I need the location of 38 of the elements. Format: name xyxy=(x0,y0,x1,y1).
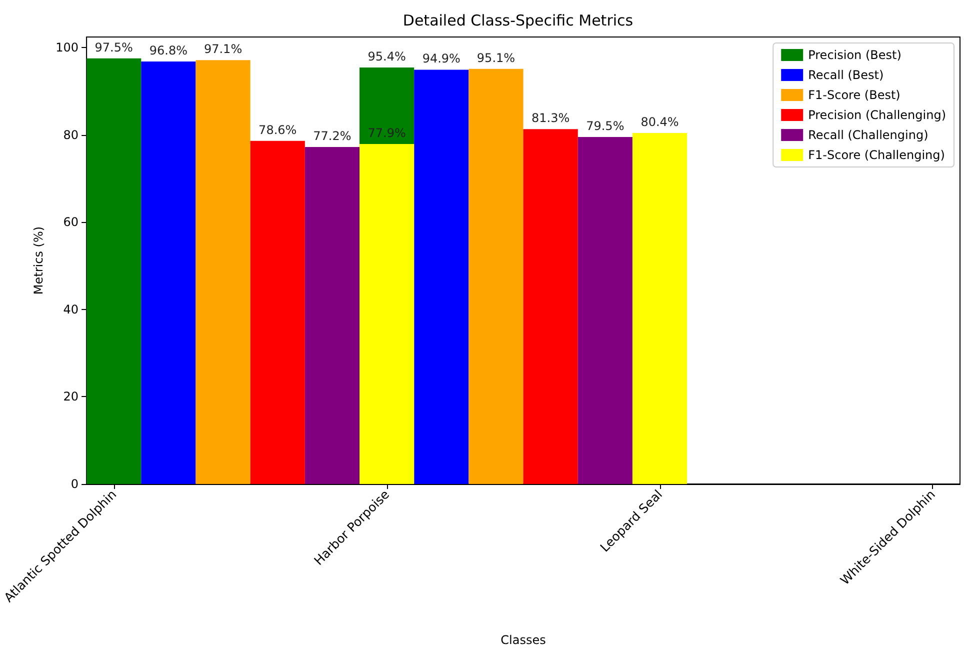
bar xyxy=(86,58,142,484)
bar xyxy=(304,147,360,484)
y-tick-label: 80 xyxy=(63,128,79,142)
bar xyxy=(523,129,578,484)
data-label: 97.5% xyxy=(94,40,133,54)
x-axis-title: Classes xyxy=(500,633,546,647)
bar xyxy=(632,133,688,484)
bar xyxy=(196,60,250,484)
legend-label: F1-Score (Best) xyxy=(808,88,900,102)
y-tick-label: 60 xyxy=(63,215,79,230)
y-tick-label: 40 xyxy=(63,302,79,316)
data-label: 95.4% xyxy=(368,50,406,64)
data-label: 81.3% xyxy=(532,111,570,126)
legend-label: F1-Score (Challenging) xyxy=(808,148,945,162)
bar xyxy=(141,61,196,484)
legend-label: Precision (Best) xyxy=(808,48,902,62)
data-label: 77.2% xyxy=(313,129,352,144)
y-tick-label: 100 xyxy=(56,40,79,54)
bar xyxy=(468,68,524,484)
bar xyxy=(250,140,305,484)
data-label: 97.1% xyxy=(204,42,242,56)
data-label: 95.1% xyxy=(476,50,516,65)
chart-title: Detailed Class-Specific Metrics xyxy=(402,12,634,30)
data-label: 77.9% xyxy=(368,126,406,140)
bar xyxy=(578,136,632,484)
legend-label: Recall (Best) xyxy=(808,68,884,82)
y-axis-title: Metrics (%) xyxy=(32,226,46,295)
y-tick-label: 0 xyxy=(70,477,79,491)
data-label: 79.5% xyxy=(586,118,624,133)
data-label: 94.9% xyxy=(422,52,460,66)
bar xyxy=(414,70,469,484)
legend-label: Recall (Challenging) xyxy=(808,128,928,142)
data-label: 80.4% xyxy=(640,115,679,130)
bar xyxy=(360,144,414,484)
data-label: 96.8% xyxy=(149,43,188,58)
data-label: 78.6% xyxy=(258,122,297,137)
legend-label: Precision (Challenging) xyxy=(808,108,946,122)
y-tick-label: 20 xyxy=(63,390,79,404)
